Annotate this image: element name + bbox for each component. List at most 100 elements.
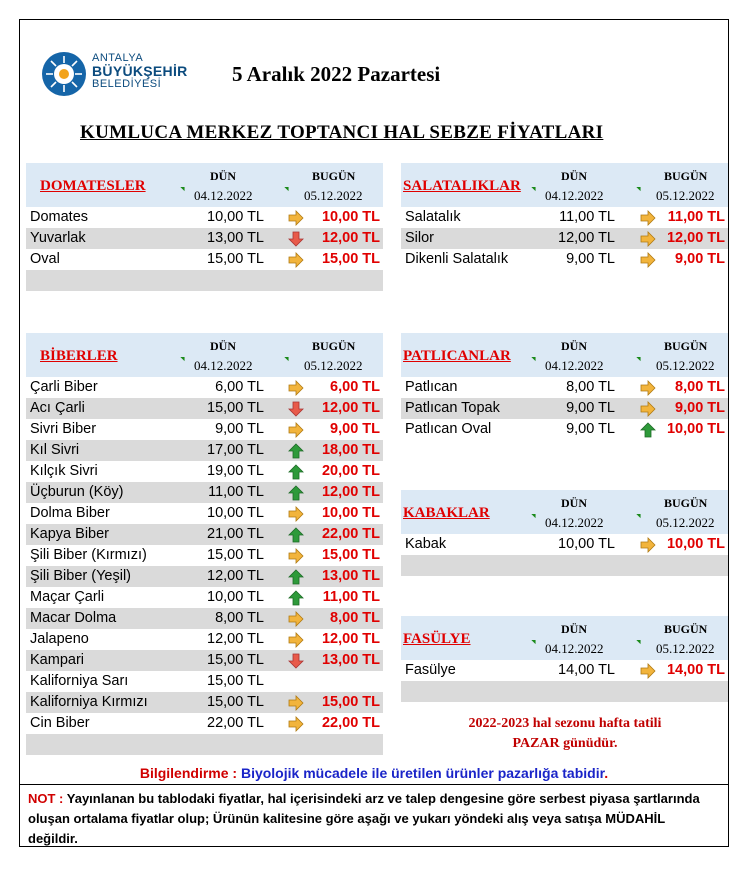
- info-text: Biyolojik mücadele ile üretilen ürünler …: [240, 765, 605, 781]
- empty-row: [26, 270, 383, 291]
- column-today-date: 05.12.2022: [656, 188, 715, 203]
- column-yesterday-date: 04.12.2022: [194, 358, 253, 373]
- price-row: Patlıcan Oval 9,00 TL 10,00 TL: [401, 419, 728, 440]
- today-price: 12,00 TL: [321, 230, 380, 246]
- price-row: Oval 15,00 TL 15,00 TL: [26, 249, 383, 270]
- trend-down-arrow-icon: [288, 401, 304, 417]
- info-line: Bilgilendirme : Biyolojik mücadele ile ü…: [20, 765, 728, 781]
- today-price: 11,00 TL: [322, 589, 380, 605]
- section-title: BİBERLER: [40, 348, 118, 364]
- product-name: Kaliforniya Sarı: [30, 673, 129, 689]
- product-name: Kılçık Sivri: [30, 463, 98, 479]
- cell-marker-icon: [636, 354, 643, 362]
- price-row: Kıl Sivri 17,00 TL 18,00 TL: [26, 440, 383, 461]
- trend-up-arrow-icon: [288, 590, 304, 606]
- today-price: 20,00 TL: [321, 463, 380, 479]
- trend-same-arrow-icon: [288, 252, 304, 268]
- logo-line1: ANTALYA: [92, 52, 144, 64]
- product-name: Cin Biber: [30, 715, 90, 731]
- today-price: 22,00 TL: [321, 526, 380, 542]
- price-row: Silor 12,00 TL 12,00 TL: [401, 228, 728, 249]
- product-name: Macar Dolma: [30, 610, 117, 626]
- cell-marker-icon: [284, 354, 291, 362]
- price-row: Jalapeno 12,00 TL 12,00 TL: [26, 629, 383, 650]
- product-name: Patlıcan: [405, 379, 458, 395]
- trend-up-arrow-icon: [288, 485, 304, 501]
- column-today-date: 05.12.2022: [304, 358, 363, 373]
- trend-up-arrow-icon: [288, 464, 304, 480]
- today-price: 15,00 TL: [321, 547, 380, 563]
- product-name: Fasülye: [405, 662, 456, 678]
- yesterday-price: 6,00 TL: [215, 379, 264, 395]
- product-name: Jalapeno: [30, 631, 89, 647]
- product-name: Üçburun (Köy): [30, 484, 124, 500]
- price-row: Patlıcan Topak 9,00 TL 9,00 TL: [401, 398, 728, 419]
- column-today-date: 05.12.2022: [656, 641, 715, 656]
- season-note-line1: 2022-2023 hal sezonu hafta tatili: [468, 716, 662, 731]
- info-label: Bilgilendirme :: [139, 765, 241, 781]
- section-header: KABAKLAR DÜN BUGÜN 04.12.2022 05.12.2022: [401, 490, 728, 534]
- today-price: 13,00 TL: [321, 568, 380, 584]
- section-title: DOMATESLER: [40, 178, 146, 194]
- trend-up-arrow-icon: [288, 443, 304, 459]
- info-end: .: [604, 765, 609, 781]
- cell-marker-icon: [636, 637, 643, 645]
- price-row: Kabak 10,00 TL 10,00 TL: [401, 534, 728, 555]
- section-salataliklar: SALATALIKLAR DÜN BUGÜN 04.12.2022 05.12.2022…: [401, 163, 728, 270]
- column-yesterday-date: 04.12.2022: [545, 515, 604, 530]
- trend-down-arrow-icon: [288, 231, 304, 247]
- product-name: Şili Biber (Kırmızı): [30, 547, 147, 563]
- yesterday-price: 10,00 TL: [207, 589, 264, 605]
- section-header: DOMATESLER DÜN BUGÜN 04.12.2022 05.12.2022: [26, 163, 383, 207]
- yesterday-price: 10,00 TL: [207, 505, 264, 521]
- trend-same-arrow-icon: [288, 632, 304, 648]
- logo-line2: BÜYÜKŞEHİR: [92, 63, 188, 79]
- today-price: 15,00 TL: [321, 251, 380, 267]
- logo-line3: BELEDİYESİ: [92, 78, 162, 90]
- notice: NOT : Yayınlanan bu tablodaki fiyatlar, …: [28, 789, 718, 849]
- today-price: 6,00 TL: [330, 379, 380, 395]
- today-price: 9,00 TL: [330, 421, 380, 437]
- price-row: Kaliforniya Kırmızı 15,00 TL 15,00 TL: [26, 692, 383, 713]
- empty-row: [401, 555, 728, 576]
- section-title: FASÜLYE: [403, 631, 471, 647]
- section-fasulye: FASÜLYE DÜN BUGÜN 04.12.2022 05.12.2022 Fasül…: [401, 616, 728, 702]
- yesterday-price: 10,00 TL: [207, 209, 264, 225]
- trend-same-arrow-icon: [640, 380, 656, 396]
- product-name: Çarli Biber: [30, 379, 98, 395]
- cell-marker-icon: [180, 354, 187, 362]
- product-name: Salatalık: [405, 209, 461, 225]
- today-price: 10,00 TL: [666, 421, 725, 437]
- cell-marker-icon: [180, 184, 187, 192]
- price-row: Cin Biber 22,00 TL 22,00 TL: [26, 713, 383, 734]
- page-title: KUMLUCA MERKEZ TOPTANCI HAL SEBZE FİYATL…: [80, 122, 604, 143]
- yesterday-price: 13,00 TL: [207, 230, 264, 246]
- today-price: 9,00 TL: [675, 251, 725, 267]
- trend-up-arrow-icon: [288, 527, 304, 543]
- yesterday-price: 9,00 TL: [566, 421, 615, 437]
- yesterday-price: 11,00 TL: [559, 209, 615, 225]
- empty-row: [26, 734, 383, 755]
- product-name: Kabak: [405, 536, 447, 552]
- price-row: Macar Dolma 8,00 TL 8,00 TL: [26, 608, 383, 629]
- divider: [20, 784, 728, 785]
- column-today-date: 05.12.2022: [304, 188, 363, 203]
- today-price: 13,00 TL: [321, 652, 380, 668]
- logo-emblem-icon: [42, 52, 86, 96]
- today-price: 10,00 TL: [321, 209, 380, 225]
- column-yesterday-date: 04.12.2022: [545, 641, 604, 656]
- trend-up-arrow-icon: [288, 569, 304, 585]
- product-name: Patlıcan Topak: [405, 400, 500, 416]
- product-name: Kaliforniya Kırmızı: [30, 694, 148, 710]
- logo-text: ANTALYA BÜYÜKŞEHİR BELEDİYESİ: [92, 52, 188, 91]
- trend-same-arrow-icon: [640, 231, 656, 247]
- today-price: 12,00 TL: [321, 631, 380, 647]
- yesterday-price: 15,00 TL: [207, 673, 264, 689]
- price-row: Dolma Biber 10,00 TL 10,00 TL: [26, 503, 383, 524]
- today-price: 8,00 TL: [675, 379, 725, 395]
- section-title: SALATALIKLAR: [403, 178, 521, 194]
- price-row: Yuvarlak 13,00 TL 12,00 TL: [26, 228, 383, 249]
- yesterday-price: 8,00 TL: [566, 379, 615, 395]
- price-row: Salatalık 11,00 TL 11,00 TL: [401, 207, 728, 228]
- today-price: 12,00 TL: [321, 400, 380, 416]
